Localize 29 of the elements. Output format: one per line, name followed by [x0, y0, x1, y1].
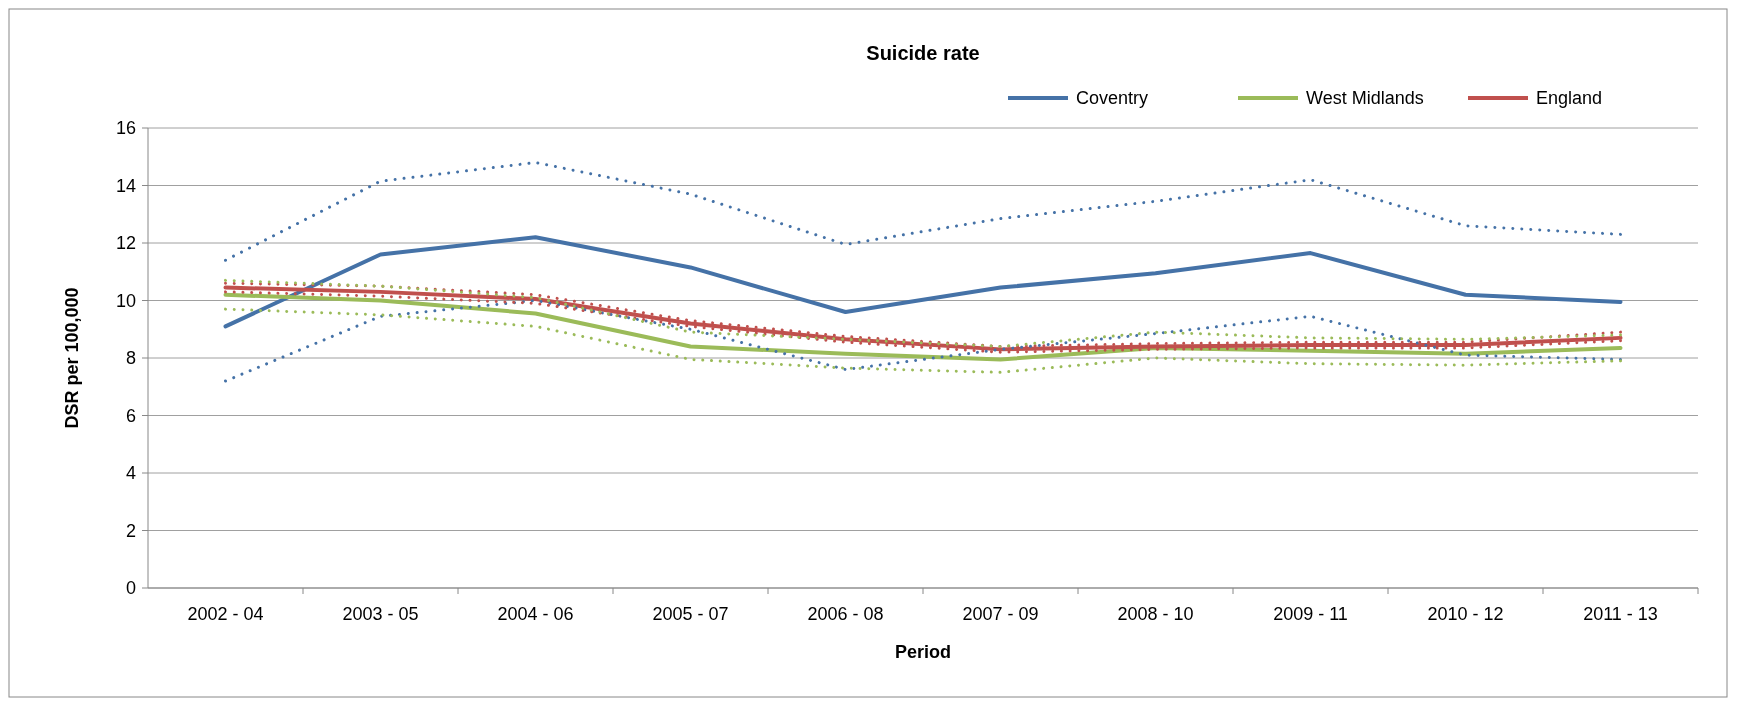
y-tick-label: 2: [125, 520, 136, 541]
x-tick-label: 2006 - 08: [807, 604, 884, 624]
y-tick-label: 16: [115, 118, 136, 139]
x-tick-label: 2005 - 07: [652, 604, 729, 624]
x-tick-label: 2002 - 04: [187, 604, 264, 624]
y-tick-label: 8: [125, 348, 136, 369]
y-tick-label: 4: [125, 463, 136, 484]
x-tick-label: 2003 - 05: [342, 604, 419, 624]
x-tick-label: 2004 - 06: [497, 604, 574, 624]
line-series: [224, 161, 1622, 262]
y-tick-label: 6: [125, 405, 136, 426]
legend-label: England: [1536, 88, 1603, 109]
y-axis-title: DSR per 100,000: [62, 287, 82, 429]
line-series: [224, 307, 1622, 374]
legend-label: Coventry: [1076, 88, 1149, 109]
y-tick-label: 12: [115, 233, 136, 254]
x-tick-label: 2011 - 13: [1583, 604, 1658, 624]
x-axis-title: Period: [894, 642, 952, 662]
x-tick-label: 2007 - 09: [962, 604, 1039, 624]
line-series: [223, 235, 1623, 329]
x-tick-label: 2009 - 11: [1273, 604, 1348, 624]
line-series: [224, 299, 1622, 383]
x-tick-label: 2010 - 12: [1427, 604, 1504, 624]
y-tick-label: 14: [115, 175, 136, 196]
y-tick-label: 10: [115, 290, 136, 311]
legend-label: West Midlands: [1306, 88, 1424, 109]
x-tick-label: 2008 - 10: [1117, 604, 1194, 624]
chart-title: Suicide rate: [866, 42, 980, 64]
y-tick-label: 0: [125, 578, 136, 599]
